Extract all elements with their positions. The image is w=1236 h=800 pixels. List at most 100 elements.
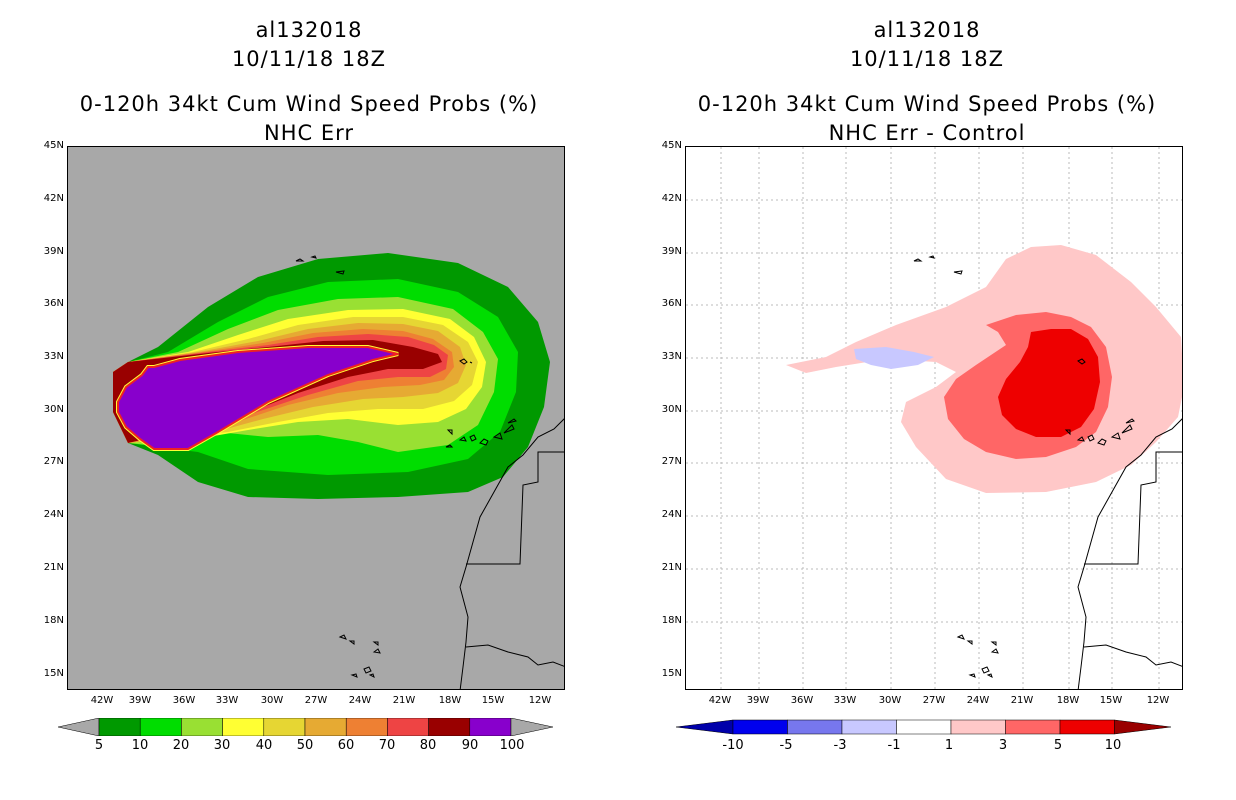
lon-label: 36W xyxy=(172,695,196,706)
right-band-neg1-3 xyxy=(854,347,934,369)
colorbar-label: 50 xyxy=(296,738,314,753)
colorbar-label: 10 xyxy=(1104,738,1122,753)
right-colorbar-swatch xyxy=(787,719,843,735)
left-product-title: 0-120h 34kt Cum Wind Speed Probs (%) xyxy=(79,92,539,116)
lat-label: 15N xyxy=(661,668,682,679)
colorbar-label: 70 xyxy=(378,738,396,753)
lat-label: 18N xyxy=(43,615,64,626)
right-colorbar-swatch xyxy=(1059,719,1115,735)
lon-label: 12W xyxy=(528,695,552,706)
left-colorbar-swatch xyxy=(345,718,388,736)
lat-label: 39N xyxy=(43,246,64,257)
lon-label: 39W xyxy=(746,695,770,706)
right-colorbar-swatch xyxy=(1005,719,1061,735)
lon-label: 21W xyxy=(392,695,416,706)
lat-label: 36N xyxy=(661,298,682,309)
lon-label: 30W xyxy=(260,695,284,706)
right-title-block: al132018 10/11/18 18Z 0-120h 34kt Cum Wi… xyxy=(618,16,1236,148)
lat-label: 39N xyxy=(661,246,682,257)
lat-label: 18N xyxy=(661,615,682,626)
lat-label: 36N xyxy=(43,298,64,309)
left-colorbar-under-arrow xyxy=(58,718,100,736)
lat-label: 21N xyxy=(43,562,64,573)
right-border-1 xyxy=(1084,451,1182,565)
left-band-100-inner xyxy=(117,346,399,450)
left-subtitle: NHC Err xyxy=(263,121,354,145)
colorbar-label: 100 xyxy=(499,738,525,753)
lon-label: 18W xyxy=(1056,695,1080,706)
right-subtitle: NHC Err - Control xyxy=(828,121,1026,145)
left-colorbar-swatch xyxy=(304,718,347,736)
lat-label: 42N xyxy=(661,193,682,204)
right-map-canvas xyxy=(686,147,1182,689)
lat-label: 45N xyxy=(661,140,682,151)
right-islands xyxy=(913,255,1135,678)
lat-label: 21N xyxy=(661,562,682,573)
lat-label: 33N xyxy=(661,351,682,362)
lat-label: 30N xyxy=(43,404,64,415)
right-colorbar xyxy=(676,718,1171,736)
lon-label: 33W xyxy=(833,695,857,706)
lon-label: 27W xyxy=(304,695,328,706)
lat-label: 42N xyxy=(43,193,64,204)
right-map xyxy=(685,146,1183,690)
right-colorbar-swatch xyxy=(896,719,952,735)
left-colorbar-svg xyxy=(58,718,553,736)
right-colorbar-svg xyxy=(676,719,1171,735)
lat-label: 45N xyxy=(43,140,64,151)
lat-label: 24N xyxy=(43,509,64,520)
right-band-5-10 xyxy=(998,329,1100,437)
lon-label: 12W xyxy=(1146,695,1170,706)
left-colorbar-swatch xyxy=(263,718,306,736)
left-border-2 xyxy=(465,644,564,667)
right-storm-id: al132018 xyxy=(873,18,981,42)
lon-label: 36W xyxy=(790,695,814,706)
colorbar-label: 1 xyxy=(944,738,954,753)
right-coastline-africa xyxy=(1077,418,1182,689)
colorbar-label: 80 xyxy=(419,738,437,753)
right-colorbar-over-arrow xyxy=(1114,719,1171,735)
left-colorbar-swatch xyxy=(469,718,512,736)
colorbar-label: 3 xyxy=(998,738,1008,753)
left-colorbar-over-arrow xyxy=(510,718,553,736)
right-colorbar-swatch xyxy=(950,719,1006,735)
lon-label: 39W xyxy=(128,695,152,706)
left-title-block: al132018 10/11/18 18Z 0-120h 34kt Cum Wi… xyxy=(0,16,618,148)
left-border-1 xyxy=(466,451,564,565)
colorbar-label: -10 xyxy=(722,738,744,753)
lon-label: 42W xyxy=(708,695,732,706)
left-colorbar-swatch xyxy=(222,718,265,736)
right-product-title: 0-120h 34kt Cum Wind Speed Probs (%) xyxy=(697,92,1157,116)
lat-label: 15N xyxy=(43,668,64,679)
lat-label: 30N xyxy=(661,404,682,415)
lat-label: 27N xyxy=(661,456,682,467)
left-map xyxy=(67,146,565,690)
lat-label: 27N xyxy=(43,456,64,467)
lat-label: 24N xyxy=(661,509,682,520)
lon-label: 27W xyxy=(922,695,946,706)
left-panel: al132018 10/11/18 18Z 0-120h 34kt Cum Wi… xyxy=(0,16,618,753)
left-islands xyxy=(295,255,517,678)
colorbar-label: 90 xyxy=(461,738,479,753)
colorbar-label: -3 xyxy=(833,738,847,753)
lon-label: 18W xyxy=(438,695,462,706)
right-panel: al132018 10/11/18 18Z 0-120h 34kt Cum Wi… xyxy=(618,0,1236,800)
right-colorbar-swatch xyxy=(841,719,897,735)
lon-label: 30W xyxy=(878,695,902,706)
lon-label: 33W xyxy=(215,695,239,706)
lon-label: 24W xyxy=(966,695,990,706)
lat-label: 33N xyxy=(43,351,64,362)
colorbar-label: 20 xyxy=(172,738,190,753)
lon-label: 15W xyxy=(1099,695,1123,706)
left-colorbar-swatch xyxy=(98,718,141,736)
colorbar-label: -1 xyxy=(887,738,901,753)
lon-label: 21W xyxy=(1010,695,1034,706)
left-colorbar-swatch xyxy=(387,718,429,736)
left-colorbar-swatch xyxy=(428,718,471,736)
right-colorbar-under-arrow xyxy=(676,719,734,735)
left-coastline-africa xyxy=(459,418,564,689)
colorbar-label: 5 xyxy=(1053,738,1063,753)
lon-label: 42W xyxy=(90,695,114,706)
colorbar-label: 30 xyxy=(213,738,231,753)
left-colorbar-swatch xyxy=(139,718,182,736)
